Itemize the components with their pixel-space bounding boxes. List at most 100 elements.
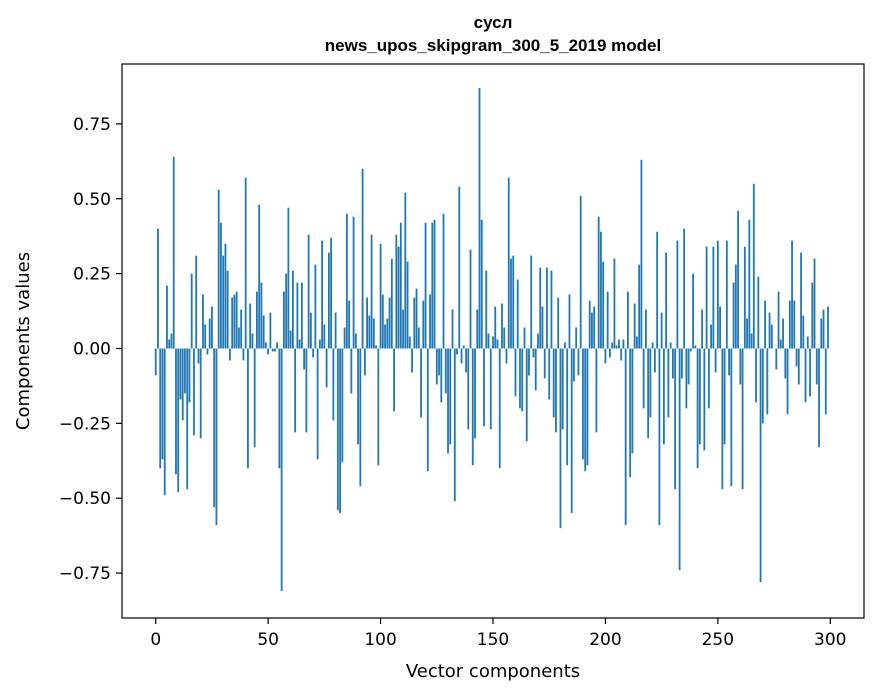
bar (777, 291, 780, 349)
bar (714, 348, 717, 373)
bar (667, 348, 670, 418)
bar (692, 273, 695, 349)
bar (593, 306, 596, 349)
bar (366, 297, 368, 349)
bar (683, 228, 686, 349)
bar (584, 348, 587, 472)
bar (469, 249, 472, 349)
bar (231, 297, 234, 349)
bar (168, 339, 171, 349)
bar (354, 333, 357, 349)
bar (811, 282, 814, 349)
bar (586, 348, 589, 466)
bar (795, 348, 798, 367)
bar (741, 348, 744, 490)
bar (804, 348, 807, 403)
bar (642, 348, 645, 409)
bar (685, 348, 688, 409)
bar (274, 348, 276, 352)
bar (435, 348, 438, 385)
bar (750, 333, 753, 349)
bar (530, 255, 533, 349)
bar-series (154, 87, 829, 592)
bar (195, 255, 198, 349)
bar (296, 282, 299, 349)
bar (413, 297, 416, 349)
x-tick-label: 150 (477, 630, 509, 650)
bar (694, 345, 697, 349)
bar (235, 291, 238, 349)
bar (687, 348, 690, 385)
bar (570, 348, 573, 514)
bar (202, 294, 204, 349)
bar (314, 264, 317, 349)
bar (330, 237, 333, 349)
bar (345, 213, 348, 349)
bar (568, 294, 571, 349)
bar (618, 339, 620, 349)
bar (764, 300, 766, 349)
bar (636, 336, 638, 349)
bar (802, 315, 805, 349)
bar (680, 348, 683, 379)
bar (815, 348, 818, 385)
bar (656, 231, 659, 349)
bar (696, 348, 699, 469)
bar (476, 309, 479, 349)
bar (609, 348, 611, 358)
bar (251, 333, 254, 349)
bar (573, 348, 575, 382)
bar (707, 348, 710, 409)
bar (375, 345, 377, 349)
bar (431, 222, 434, 349)
bar (474, 348, 476, 439)
bar (276, 342, 279, 349)
bar (746, 318, 748, 349)
bar (449, 348, 452, 445)
bar (719, 306, 721, 349)
bar (312, 348, 315, 358)
bar (512, 255, 515, 349)
bar (438, 348, 440, 376)
bar (521, 348, 524, 412)
bar (172, 156, 175, 349)
bar (669, 342, 672, 349)
bar (258, 204, 261, 349)
bar (606, 291, 609, 349)
bar (561, 348, 564, 430)
bar (327, 252, 330, 349)
bar (238, 327, 240, 349)
bar (442, 213, 445, 349)
bar (213, 348, 216, 508)
bar (611, 342, 614, 349)
bar (813, 258, 816, 349)
bar (211, 306, 213, 349)
bar (249, 303, 252, 349)
bar (453, 348, 456, 502)
bar (649, 348, 652, 418)
bar (348, 300, 350, 349)
bar (197, 348, 200, 364)
bar (483, 348, 485, 427)
bar (757, 276, 760, 349)
bar (489, 348, 492, 430)
bar (408, 336, 411, 349)
bar (444, 348, 447, 394)
bar (800, 252, 802, 349)
bar (546, 267, 548, 349)
bar (285, 273, 288, 349)
bar (381, 294, 384, 349)
bar (208, 318, 211, 349)
chart-subtitle: news_upos_skipgram_300_5_2019 model (325, 36, 661, 55)
bar (370, 234, 373, 349)
bar (624, 348, 627, 526)
bar (240, 309, 243, 349)
bar (325, 348, 328, 388)
bar (190, 273, 193, 349)
chart-title: сусл (474, 13, 513, 32)
bar (514, 348, 517, 397)
bar (487, 333, 490, 349)
bar (323, 324, 326, 349)
bar (507, 177, 510, 349)
